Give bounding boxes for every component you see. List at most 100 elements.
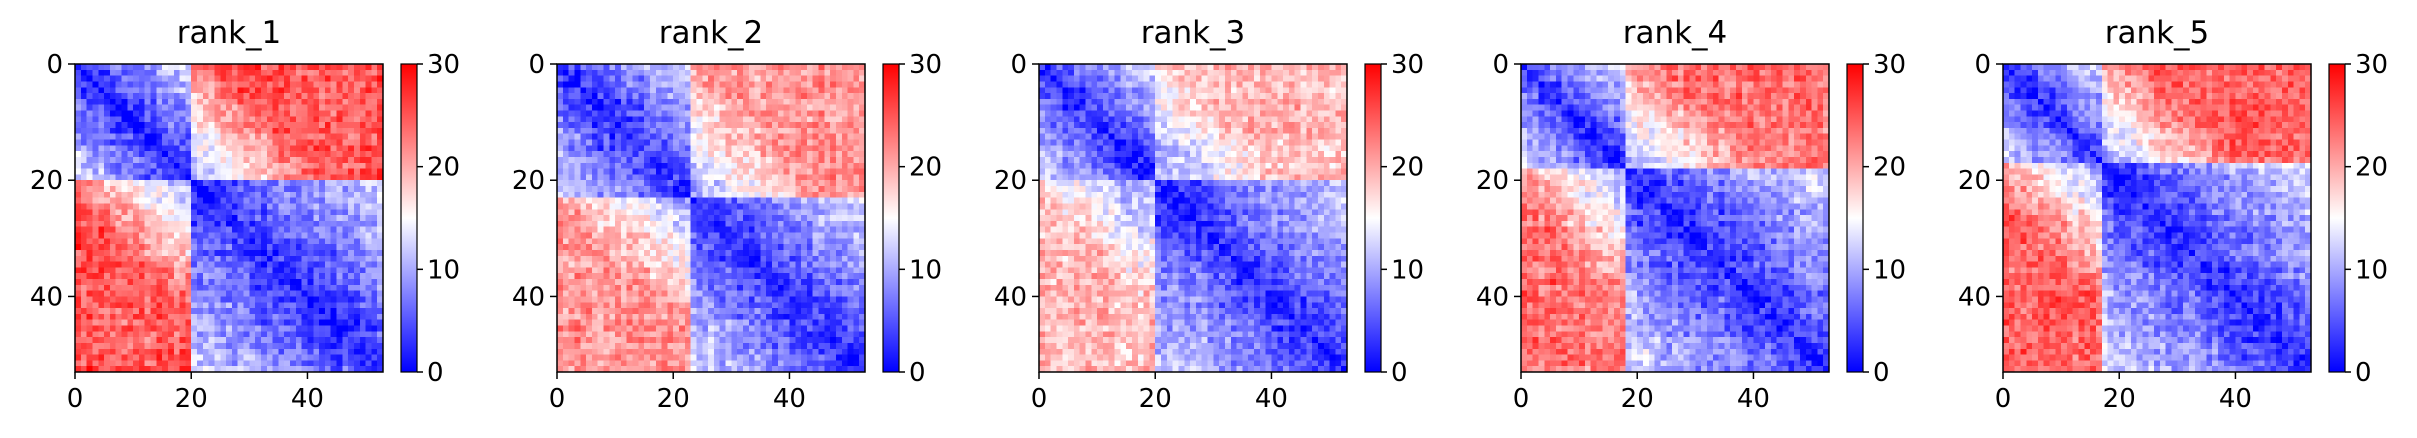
heatmap-cell — [86, 331, 93, 338]
heatmap-cell — [795, 197, 802, 204]
heatmap-cell — [208, 238, 215, 245]
heatmap-cell — [144, 273, 151, 280]
heatmap-cell — [638, 249, 645, 257]
heatmap-cell — [243, 360, 250, 367]
heatmap-cell — [266, 139, 273, 146]
heatmap-cell — [812, 226, 819, 233]
heatmap-cell — [719, 261, 726, 268]
heatmap-cell — [824, 267, 831, 274]
heatmap-cell — [249, 279, 256, 286]
heatmap-cell — [783, 215, 790, 222]
heatmap-cell — [272, 133, 279, 140]
heatmap-cell — [156, 104, 163, 111]
heatmap-cell — [772, 168, 779, 175]
heatmap-cell — [853, 139, 860, 146]
heatmap-cell — [307, 220, 314, 228]
heatmap-cell — [702, 203, 709, 210]
heatmap-cell — [673, 244, 680, 251]
heatmap-cell — [307, 64, 314, 71]
heatmap-cell — [307, 342, 314, 350]
heatmap-cell — [772, 284, 779, 292]
heatmap-cell — [162, 313, 169, 321]
heatmap-cell — [801, 110, 808, 117]
heatmap-cell — [824, 64, 831, 71]
heatmap-cell — [795, 249, 802, 257]
heatmap-cell — [591, 191, 599, 199]
heatmap-cell — [696, 104, 703, 111]
heatmap-cell — [737, 261, 744, 268]
heatmap-cell — [696, 255, 703, 262]
heatmap-cell — [353, 261, 361, 268]
heatmap-cell — [574, 238, 581, 245]
heatmap-cell — [586, 203, 593, 210]
heatmap-cell — [330, 93, 337, 100]
heatmap-cell — [301, 308, 308, 315]
heatmap-cell — [342, 203, 349, 210]
heatmap-cell — [603, 279, 610, 286]
heatmap-cell — [156, 191, 163, 199]
heatmap-cell — [167, 93, 175, 100]
heatmap-cell — [783, 162, 790, 169]
heatmap-cell — [80, 296, 88, 303]
heatmap-cell — [766, 238, 773, 245]
heatmap-cell — [742, 273, 750, 280]
heatmap-cell — [307, 261, 314, 268]
heatmap-cell — [185, 319, 192, 326]
heatmap-cell — [336, 342, 343, 350]
heatmap-cell — [371, 226, 378, 233]
heatmap-cell — [162, 273, 169, 280]
heatmap-cell — [859, 232, 866, 239]
heatmap-cell — [824, 69, 831, 77]
heatmap-cell — [115, 93, 122, 100]
heatmap-cell — [75, 133, 82, 140]
heatmap-cell — [75, 180, 82, 187]
heatmap-cell — [266, 273, 273, 280]
heatmap-cell — [330, 313, 337, 321]
heatmap-cell — [191, 186, 198, 193]
heatmap-cell — [284, 313, 291, 321]
heatmap-cell — [150, 156, 157, 164]
heatmap-cell — [760, 174, 767, 181]
heatmap-cell — [330, 215, 337, 222]
heatmap-cell — [226, 104, 233, 111]
heatmap-cell — [191, 104, 198, 111]
heatmap-cell — [661, 215, 668, 222]
heatmap-cell — [708, 255, 715, 262]
heatmap-cell — [562, 209, 570, 216]
heatmap-cell — [109, 127, 117, 135]
heatmap-cell — [725, 279, 732, 286]
heatmap-cell — [371, 145, 378, 152]
heatmap-cell — [661, 116, 668, 123]
heatmap-cell — [133, 279, 140, 286]
heatmap-cell — [336, 98, 343, 106]
heatmap-cell — [231, 366, 239, 373]
heatmap-cell — [684, 122, 692, 129]
heatmap-cell — [133, 342, 140, 350]
heatmap-cell — [104, 98, 111, 106]
heatmap-cell — [191, 337, 198, 344]
heatmap-cell — [109, 279, 117, 286]
heatmap-cell — [86, 348, 93, 355]
heatmap-cell — [760, 186, 767, 193]
heatmap-cell — [353, 331, 361, 338]
heatmap-cell — [138, 337, 146, 344]
heatmap-cell — [301, 64, 308, 71]
heatmap-cell — [684, 93, 692, 100]
heatmap-cell — [313, 174, 320, 181]
heatmap-cell — [104, 186, 111, 193]
heatmap-cell — [226, 215, 233, 222]
heatmap-cell — [766, 232, 773, 239]
heatmap-cell — [713, 116, 721, 123]
heatmap-cell — [319, 319, 326, 326]
heatmap-cell — [266, 191, 273, 199]
heatmap-cell — [353, 122, 361, 129]
heatmap-cell — [760, 261, 767, 268]
heatmap-cell — [104, 331, 111, 338]
heatmap-cell — [655, 139, 662, 146]
heatmap-cell — [284, 308, 291, 315]
heatmap-cell — [173, 64, 180, 71]
heatmap-cell — [92, 93, 99, 100]
heatmap-cell — [667, 156, 674, 164]
heatmap-cell — [562, 186, 570, 193]
heatmap-cell — [859, 284, 866, 292]
